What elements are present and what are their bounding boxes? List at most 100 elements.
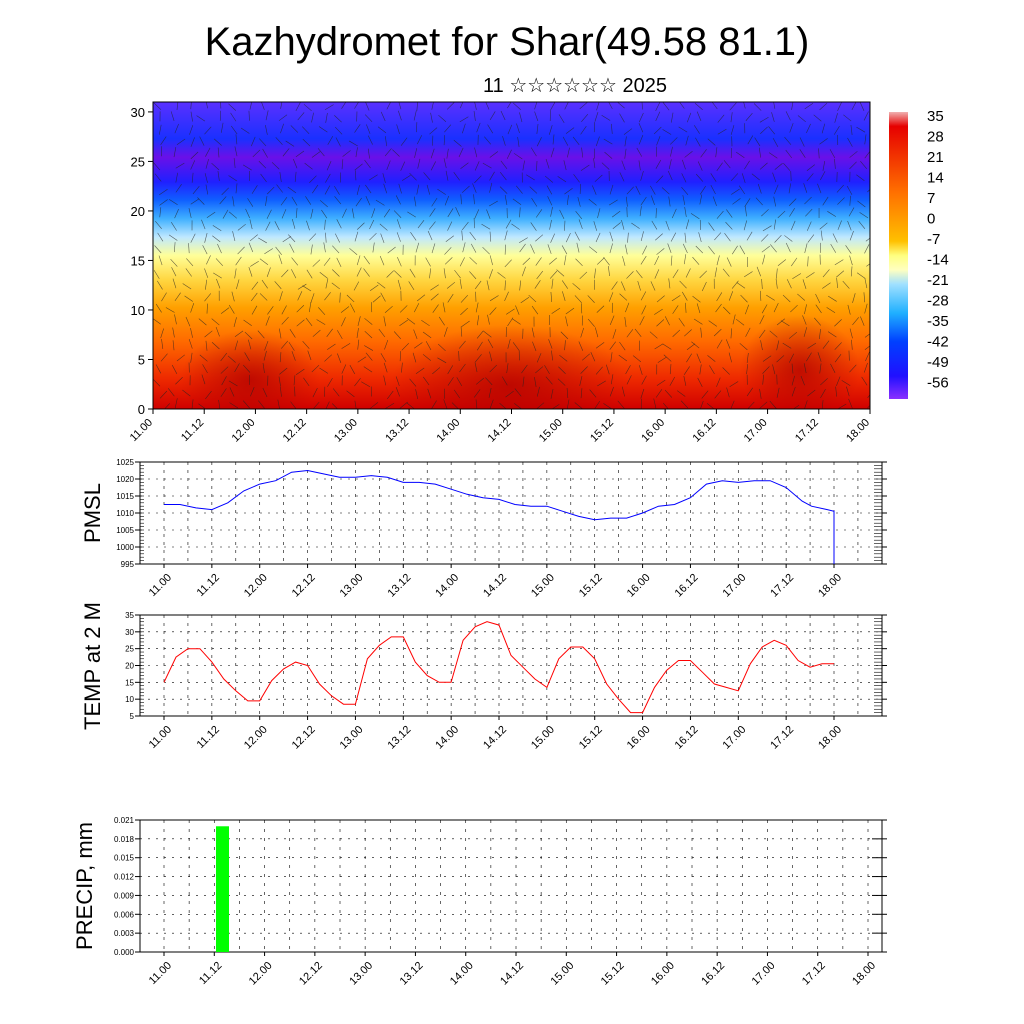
wind-barb [396, 124, 400, 135]
wind-barb [551, 307, 561, 314]
wind-barb [663, 354, 672, 362]
wind-barb [681, 291, 688, 301]
x-tick-label: 17.12 [800, 960, 828, 988]
wind-barb [697, 161, 703, 171]
wind-barb [821, 123, 826, 134]
wind-barb [790, 220, 796, 231]
wind-barb [753, 103, 762, 111]
wind-barb [379, 255, 385, 266]
wind-barb [729, 102, 737, 111]
x-tick-label: 15.12 [577, 724, 605, 752]
x-tick-label: 12.12 [290, 572, 318, 600]
wind-barb [535, 209, 543, 218]
wind-barb [516, 123, 520, 134]
wind-barb [243, 164, 252, 171]
wind-barb [729, 381, 739, 388]
wind-barb [175, 184, 182, 193]
wind-barb [564, 340, 566, 351]
wind-barb [346, 390, 355, 398]
wind-barb [686, 343, 696, 350]
wind-barb [852, 293, 856, 303]
x-tick-label: 16.12 [673, 724, 701, 752]
wind-barb [167, 388, 175, 397]
wind-barb [188, 208, 192, 219]
wind-barb [369, 219, 375, 230]
x-tick-label: 16.00 [625, 724, 653, 752]
wind-barb [232, 231, 236, 241]
wind-barb [680, 400, 689, 409]
wind-barb [856, 174, 865, 181]
wind-barb [243, 364, 251, 373]
wind-barb [459, 278, 462, 289]
wind-barb [191, 172, 194, 183]
wind-barb [288, 234, 296, 243]
wind-barb [456, 377, 463, 387]
wind-barb [511, 223, 520, 230]
wind-barb [185, 268, 192, 277]
wind-barb [746, 364, 748, 375]
wind-barb [413, 196, 417, 207]
wind-barb [459, 363, 466, 373]
wind-barb [294, 171, 297, 182]
wind-barb [664, 389, 673, 398]
wind-barb [485, 377, 493, 386]
wind-barb [638, 122, 644, 133]
colorbar-label: 7 [927, 190, 935, 207]
wind-barb [443, 327, 448, 337]
wind-barb [638, 365, 643, 375]
wind-barb [446, 148, 449, 159]
wind-barb [638, 112, 644, 123]
wind-barb [384, 305, 393, 314]
y-tick-label: 25 [131, 154, 145, 169]
wind-barb [506, 308, 515, 315]
wind-barb [759, 315, 765, 325]
wind-barb [205, 184, 209, 195]
wind-barb [548, 125, 553, 135]
wind-barb [836, 376, 841, 386]
wind-barb [789, 207, 795, 217]
wind-barb [327, 135, 334, 145]
wind-barb [746, 231, 753, 241]
wind-barb [475, 377, 485, 385]
wind-barb [655, 159, 662, 169]
wind-barb [355, 197, 362, 207]
wind-barb [595, 342, 605, 349]
wind-barb [723, 306, 731, 315]
wind-barb [747, 135, 754, 145]
wind-barb [425, 257, 431, 267]
wind-barb [310, 244, 313, 255]
wind-barb [785, 111, 791, 121]
wind-barb [401, 343, 410, 351]
wind-barb [476, 122, 481, 133]
wind-barb [834, 158, 836, 169]
wind-barb [761, 234, 769, 242]
wind-barb [357, 316, 361, 327]
wind-barb [354, 102, 359, 109]
wind-barb [640, 291, 647, 301]
x-tick-label: 16.12 [673, 572, 701, 600]
wind-barb [234, 330, 244, 337]
wind-barb [489, 182, 493, 193]
wind-barb [730, 400, 735, 409]
temp-y-label: TEMP at 2 M [80, 602, 105, 730]
wind-barb [332, 388, 340, 397]
wind-barb [641, 102, 643, 110]
pmsl-frame [139, 461, 883, 565]
wind-barb [460, 162, 469, 170]
wind-barb [499, 171, 507, 181]
wind-barb [834, 259, 844, 266]
precip-y-axis: 0.021 0.018 0.015 0.012 0.009 0.006 0.003 0.000 [114, 816, 887, 957]
x-tick-label: 11.00 [128, 417, 155, 444]
wind-barb [220, 352, 228, 362]
wind-barb [822, 269, 830, 278]
x-tick-label: 12.12 [290, 724, 318, 752]
wind-barb [777, 259, 787, 266]
wind-barb [521, 364, 528, 374]
wind-barb [348, 140, 358, 147]
wind-barb [851, 339, 853, 350]
wind-barb [572, 283, 581, 290]
wind-barb [303, 377, 310, 387]
wind-barb [864, 345, 870, 351]
wind-barb [408, 281, 415, 291]
wind-barb [354, 124, 361, 133]
